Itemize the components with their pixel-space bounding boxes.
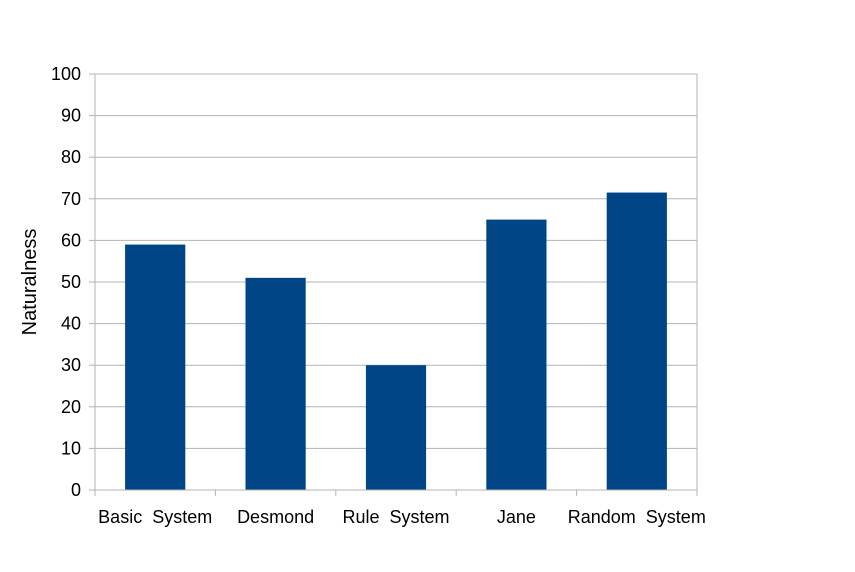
gridlines xyxy=(95,73,697,491)
y-tick-label: 20 xyxy=(61,397,81,417)
bar-4 xyxy=(606,192,667,490)
y-tick-label: 70 xyxy=(61,189,81,209)
x-category-label: Jane xyxy=(497,507,536,527)
bar-1 xyxy=(245,277,306,490)
x-category-label: Basic System xyxy=(98,507,212,527)
bars xyxy=(125,192,667,490)
y-tick-label: 90 xyxy=(61,106,81,126)
y-axis-title: Naturalness xyxy=(19,229,41,336)
x-category-label: Random System xyxy=(568,507,706,527)
y-tick-label: 100 xyxy=(51,64,81,84)
y-tick-label: 50 xyxy=(61,272,81,292)
y-tick-label: 60 xyxy=(61,230,81,250)
bar-2 xyxy=(365,365,427,490)
y-tick-label: 80 xyxy=(61,147,81,167)
y-tick-label: 40 xyxy=(61,314,81,334)
axes xyxy=(89,73,698,496)
y-tick-label: 30 xyxy=(61,355,81,375)
x-category-label: Rule System xyxy=(342,507,449,527)
bar-3 xyxy=(486,219,547,490)
y-tick-label: 10 xyxy=(61,438,81,458)
bar-0 xyxy=(125,244,186,490)
x-category-label: Desmond xyxy=(237,507,314,527)
labels: 0 10 20 30 40 50 60 70 80 90 100 Basic System Desmon… xyxy=(51,64,706,527)
y-tick-label: 0 xyxy=(71,480,81,500)
